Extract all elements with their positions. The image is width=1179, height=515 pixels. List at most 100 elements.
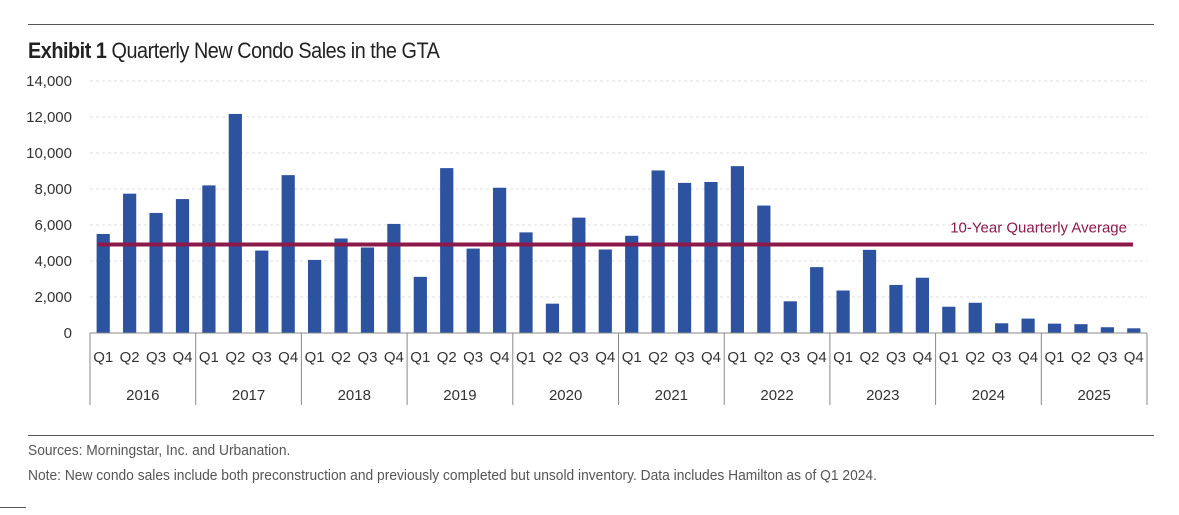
y-tick-label: 14,000 — [26, 73, 72, 90]
bar — [440, 168, 454, 333]
exhibit-label: Exhibit 1 — [28, 38, 107, 63]
bar — [968, 302, 982, 333]
x-tick-label-quarter: Q3 — [992, 349, 1012, 366]
top-rule — [28, 24, 1154, 25]
bar — [96, 234, 110, 333]
bar — [651, 170, 665, 333]
bar — [704, 181, 718, 333]
y-tick-label: 6,000 — [34, 217, 72, 234]
bar — [572, 217, 586, 333]
y-tick-label: 10,000 — [26, 145, 72, 162]
x-tick-label-quarter: Q3 — [463, 349, 483, 366]
x-tick-label-year: 2023 — [866, 387, 899, 404]
bar — [625, 235, 639, 333]
bar — [334, 238, 348, 333]
bottom-rule — [28, 435, 1154, 436]
x-tick-label-quarter: Q4 — [912, 349, 932, 366]
x-tick-label-year: 2021 — [655, 387, 688, 404]
x-tick-label-quarter: Q2 — [648, 349, 668, 366]
bar — [1127, 328, 1141, 333]
bar — [1100, 327, 1114, 333]
x-tick-label-quarter: Q2 — [754, 349, 774, 366]
x-tick-label-quarter: Q4 — [172, 349, 192, 366]
bar — [492, 187, 507, 333]
y-tick-label: 0 — [64, 325, 72, 342]
bar — [862, 249, 877, 333]
x-tick-label-quarter: Q1 — [622, 349, 642, 366]
y-tick-label: 8,000 — [34, 181, 72, 198]
x-tick-label-quarter: Q1 — [727, 349, 747, 366]
x-tick-label-year: 2020 — [549, 387, 582, 404]
x-tick-label-quarter: Q4 — [1018, 349, 1038, 366]
x-tick-label-quarter: Q3 — [569, 349, 589, 366]
x-tick-label-quarter: Q2 — [542, 349, 562, 366]
x-tick-label-quarter: Q3 — [780, 349, 800, 366]
x-tick-label-quarter: Q2 — [1071, 349, 1091, 366]
x-tick-label-quarter: Q4 — [701, 349, 721, 366]
bar — [836, 290, 850, 333]
x-tick-label-quarter: Q1 — [939, 349, 959, 366]
bar — [413, 276, 427, 333]
x-tick-label-quarter: Q4 — [807, 349, 827, 366]
bar — [519, 232, 533, 333]
x-tick-label-year: 2016 — [126, 387, 159, 404]
bar — [1074, 324, 1088, 333]
y-tick-label: 4,000 — [34, 253, 72, 270]
bar — [915, 277, 929, 333]
sources-text: Sources: Morningstar, Inc. and Urbanatio… — [28, 442, 291, 459]
bar — [757, 205, 771, 333]
corner-mark — [0, 507, 26, 508]
bar — [677, 182, 692, 333]
y-tick-label: 2,000 — [34, 289, 72, 306]
x-tick-label-quarter: Q4 — [1124, 349, 1144, 366]
bar — [1021, 318, 1035, 333]
bar — [598, 249, 612, 333]
chart-title: Exhibit 1 Quarterly New Condo Sales in t… — [28, 38, 440, 64]
bar — [889, 284, 903, 333]
x-tick-label-quarter: Q4 — [384, 349, 404, 366]
bar — [255, 250, 269, 333]
x-tick-label-quarter: Q3 — [675, 349, 695, 366]
bar — [123, 193, 137, 333]
x-tick-label-year: 2025 — [1077, 387, 1110, 404]
x-tick-label-year: 2022 — [760, 387, 793, 404]
x-tick-label-quarter: Q2 — [860, 349, 880, 366]
bar — [202, 185, 216, 333]
bar — [1047, 323, 1062, 333]
x-tick-label-quarter: Q2 — [120, 349, 140, 366]
bar — [149, 212, 163, 333]
bar — [228, 113, 242, 333]
x-tick-label-year: 2018 — [338, 387, 371, 404]
bar — [783, 301, 797, 333]
x-tick-label-quarter: Q1 — [516, 349, 536, 366]
x-tick-label-quarter: Q1 — [93, 349, 113, 366]
bar — [545, 303, 560, 333]
x-tick-label-quarter: Q1 — [305, 349, 325, 366]
x-tick-label-year: 2017 — [232, 387, 265, 404]
x-tick-label-quarter: Q3 — [252, 349, 272, 366]
x-tick-label-quarter: Q3 — [886, 349, 906, 366]
x-tick-label-year: 2019 — [443, 387, 476, 404]
bar — [466, 248, 480, 333]
title-text: Quarterly New Condo Sales in the GTA — [111, 38, 440, 63]
x-tick-label-quarter: Q3 — [357, 349, 377, 366]
bar — [387, 223, 401, 333]
bar — [730, 166, 745, 333]
average-line-label: 10-Year Quarterly Average — [950, 219, 1127, 236]
x-tick-label-quarter: Q2 — [331, 349, 351, 366]
x-tick-label-quarter: Q3 — [1097, 349, 1117, 366]
bar — [175, 199, 190, 333]
x-tick-label-quarter: Q1 — [833, 349, 853, 366]
x-tick-label-quarter: Q1 — [1045, 349, 1065, 366]
bar — [281, 175, 295, 333]
bar — [942, 306, 956, 333]
x-tick-label-quarter: Q2 — [437, 349, 457, 366]
x-tick-label-quarter: Q2 — [225, 349, 245, 366]
bar — [810, 267, 824, 333]
x-tick-label-quarter: Q1 — [199, 349, 219, 366]
bar — [995, 323, 1009, 333]
y-tick-label: 12,000 — [26, 109, 72, 126]
note-text: Note: New condo sales include both preco… — [28, 467, 877, 484]
bar — [360, 247, 375, 333]
